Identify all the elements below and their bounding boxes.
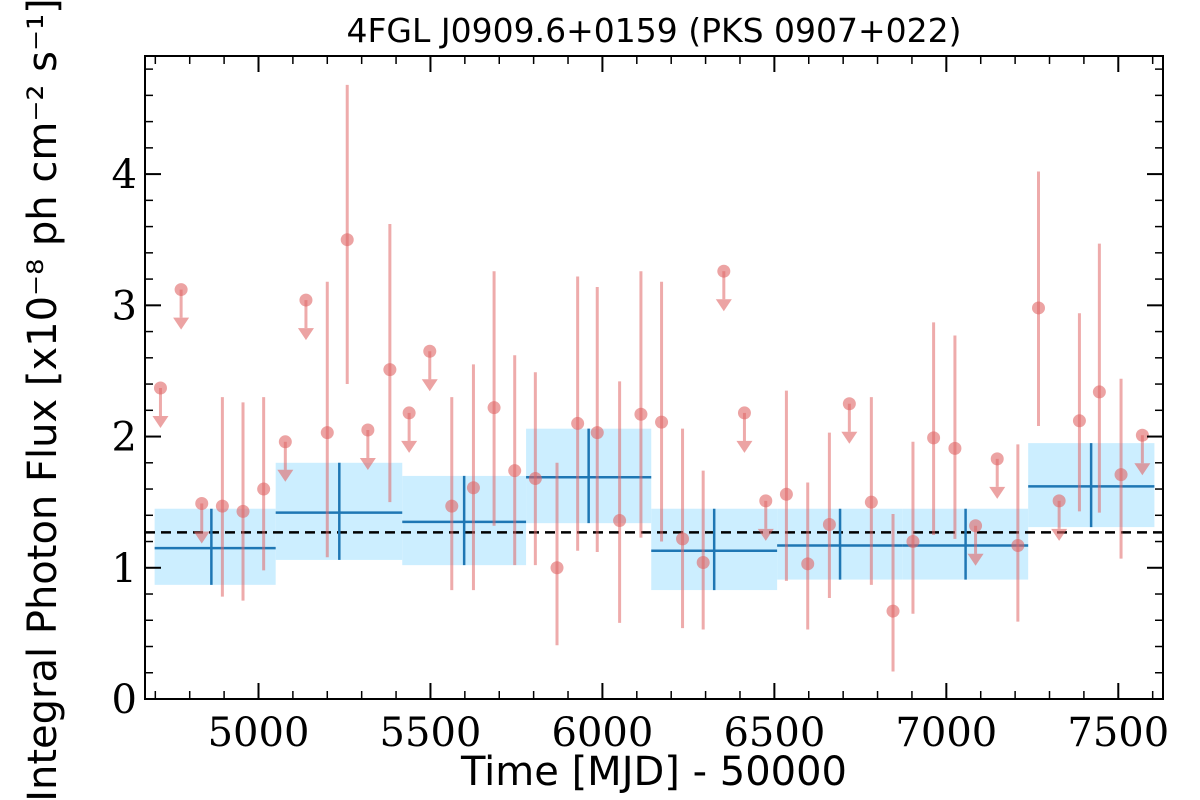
detection-point (257, 482, 271, 496)
x-tick-label: 7000 (895, 710, 997, 756)
chart-title: 4FGL J0909.6+0159 (PKS 0907+022) (346, 11, 961, 50)
detection-point (676, 532, 690, 546)
upper-limit-arrowhead (401, 440, 418, 453)
y-tick-label: 4 (112, 152, 137, 198)
x-tick-label: 5500 (380, 710, 482, 756)
upper-limit-arrowhead (841, 431, 858, 444)
upper-limit-arrowhead (421, 379, 438, 392)
detection-point (528, 472, 542, 486)
detection-point (864, 495, 878, 509)
x-tick-label: 5000 (208, 710, 310, 756)
detection-point (320, 426, 334, 440)
upper-limit-arrowhead (297, 328, 314, 341)
detection-point (655, 415, 669, 429)
detection-point (927, 431, 941, 445)
upper-limit-arrowhead (359, 457, 376, 470)
detection-point (613, 514, 627, 528)
detection-point (215, 499, 229, 513)
detection-point (822, 517, 836, 531)
detection-point (801, 557, 815, 571)
detection-point (948, 441, 962, 455)
detection-point (550, 561, 564, 575)
upper-limit-arrowhead (1134, 463, 1151, 476)
x-tick-label: 6000 (552, 710, 654, 756)
detection-point (508, 464, 522, 478)
upper-limit-arrowhead (193, 531, 210, 544)
upper-limit-arrowhead (757, 528, 774, 541)
y-tick-label: 0 (112, 677, 137, 723)
upper-limit-arrowhead (1051, 528, 1068, 541)
upper-limit-arrowhead (277, 469, 294, 482)
detection-point (466, 481, 480, 495)
detection-point (779, 487, 793, 501)
detection-point (696, 556, 710, 570)
bin-band (154, 508, 276, 585)
detection-point (383, 363, 397, 377)
upper-limit-arrowhead (715, 299, 732, 312)
detection-point (487, 401, 501, 415)
detection-point (1114, 468, 1128, 482)
detection-point (1032, 301, 1046, 315)
plot-area (145, 84, 1163, 672)
detection-point (1092, 385, 1106, 399)
upper-limit-arrowhead (736, 440, 753, 453)
detection-point (571, 416, 585, 430)
x-tick-label: 6500 (723, 710, 825, 756)
axis-ticks: 5000 5500 6000 6500 7000 7500 0 1 2 3 4 (112, 56, 1169, 756)
detection-point (590, 426, 604, 440)
detection-point (906, 535, 920, 549)
y-axis-label: Integral Photon Flux [x10⁻⁸ ph cm⁻² s⁻¹] (20, 0, 66, 800)
x-axis-label: Time [MJD] - 50000 (460, 749, 847, 795)
upper-limit-arrowhead (173, 317, 190, 330)
detection-point (445, 499, 459, 513)
detection-point (1011, 538, 1025, 552)
upper-limit-arrowhead (989, 486, 1006, 499)
detection-point (1072, 414, 1086, 428)
y-tick-label: 3 (112, 283, 137, 329)
y-tick-label: 2 (112, 415, 137, 461)
y-tick-label: 1 (112, 546, 137, 592)
detection-point (886, 604, 900, 618)
upper-limit-arrowhead (967, 553, 984, 566)
x-tick-label: 7500 (1067, 710, 1169, 756)
upper-limit-arrowhead (152, 415, 169, 428)
detection-point (340, 233, 354, 247)
axes-frame (144, 55, 1164, 700)
detection-point (634, 407, 648, 421)
detection-point (236, 504, 250, 518)
